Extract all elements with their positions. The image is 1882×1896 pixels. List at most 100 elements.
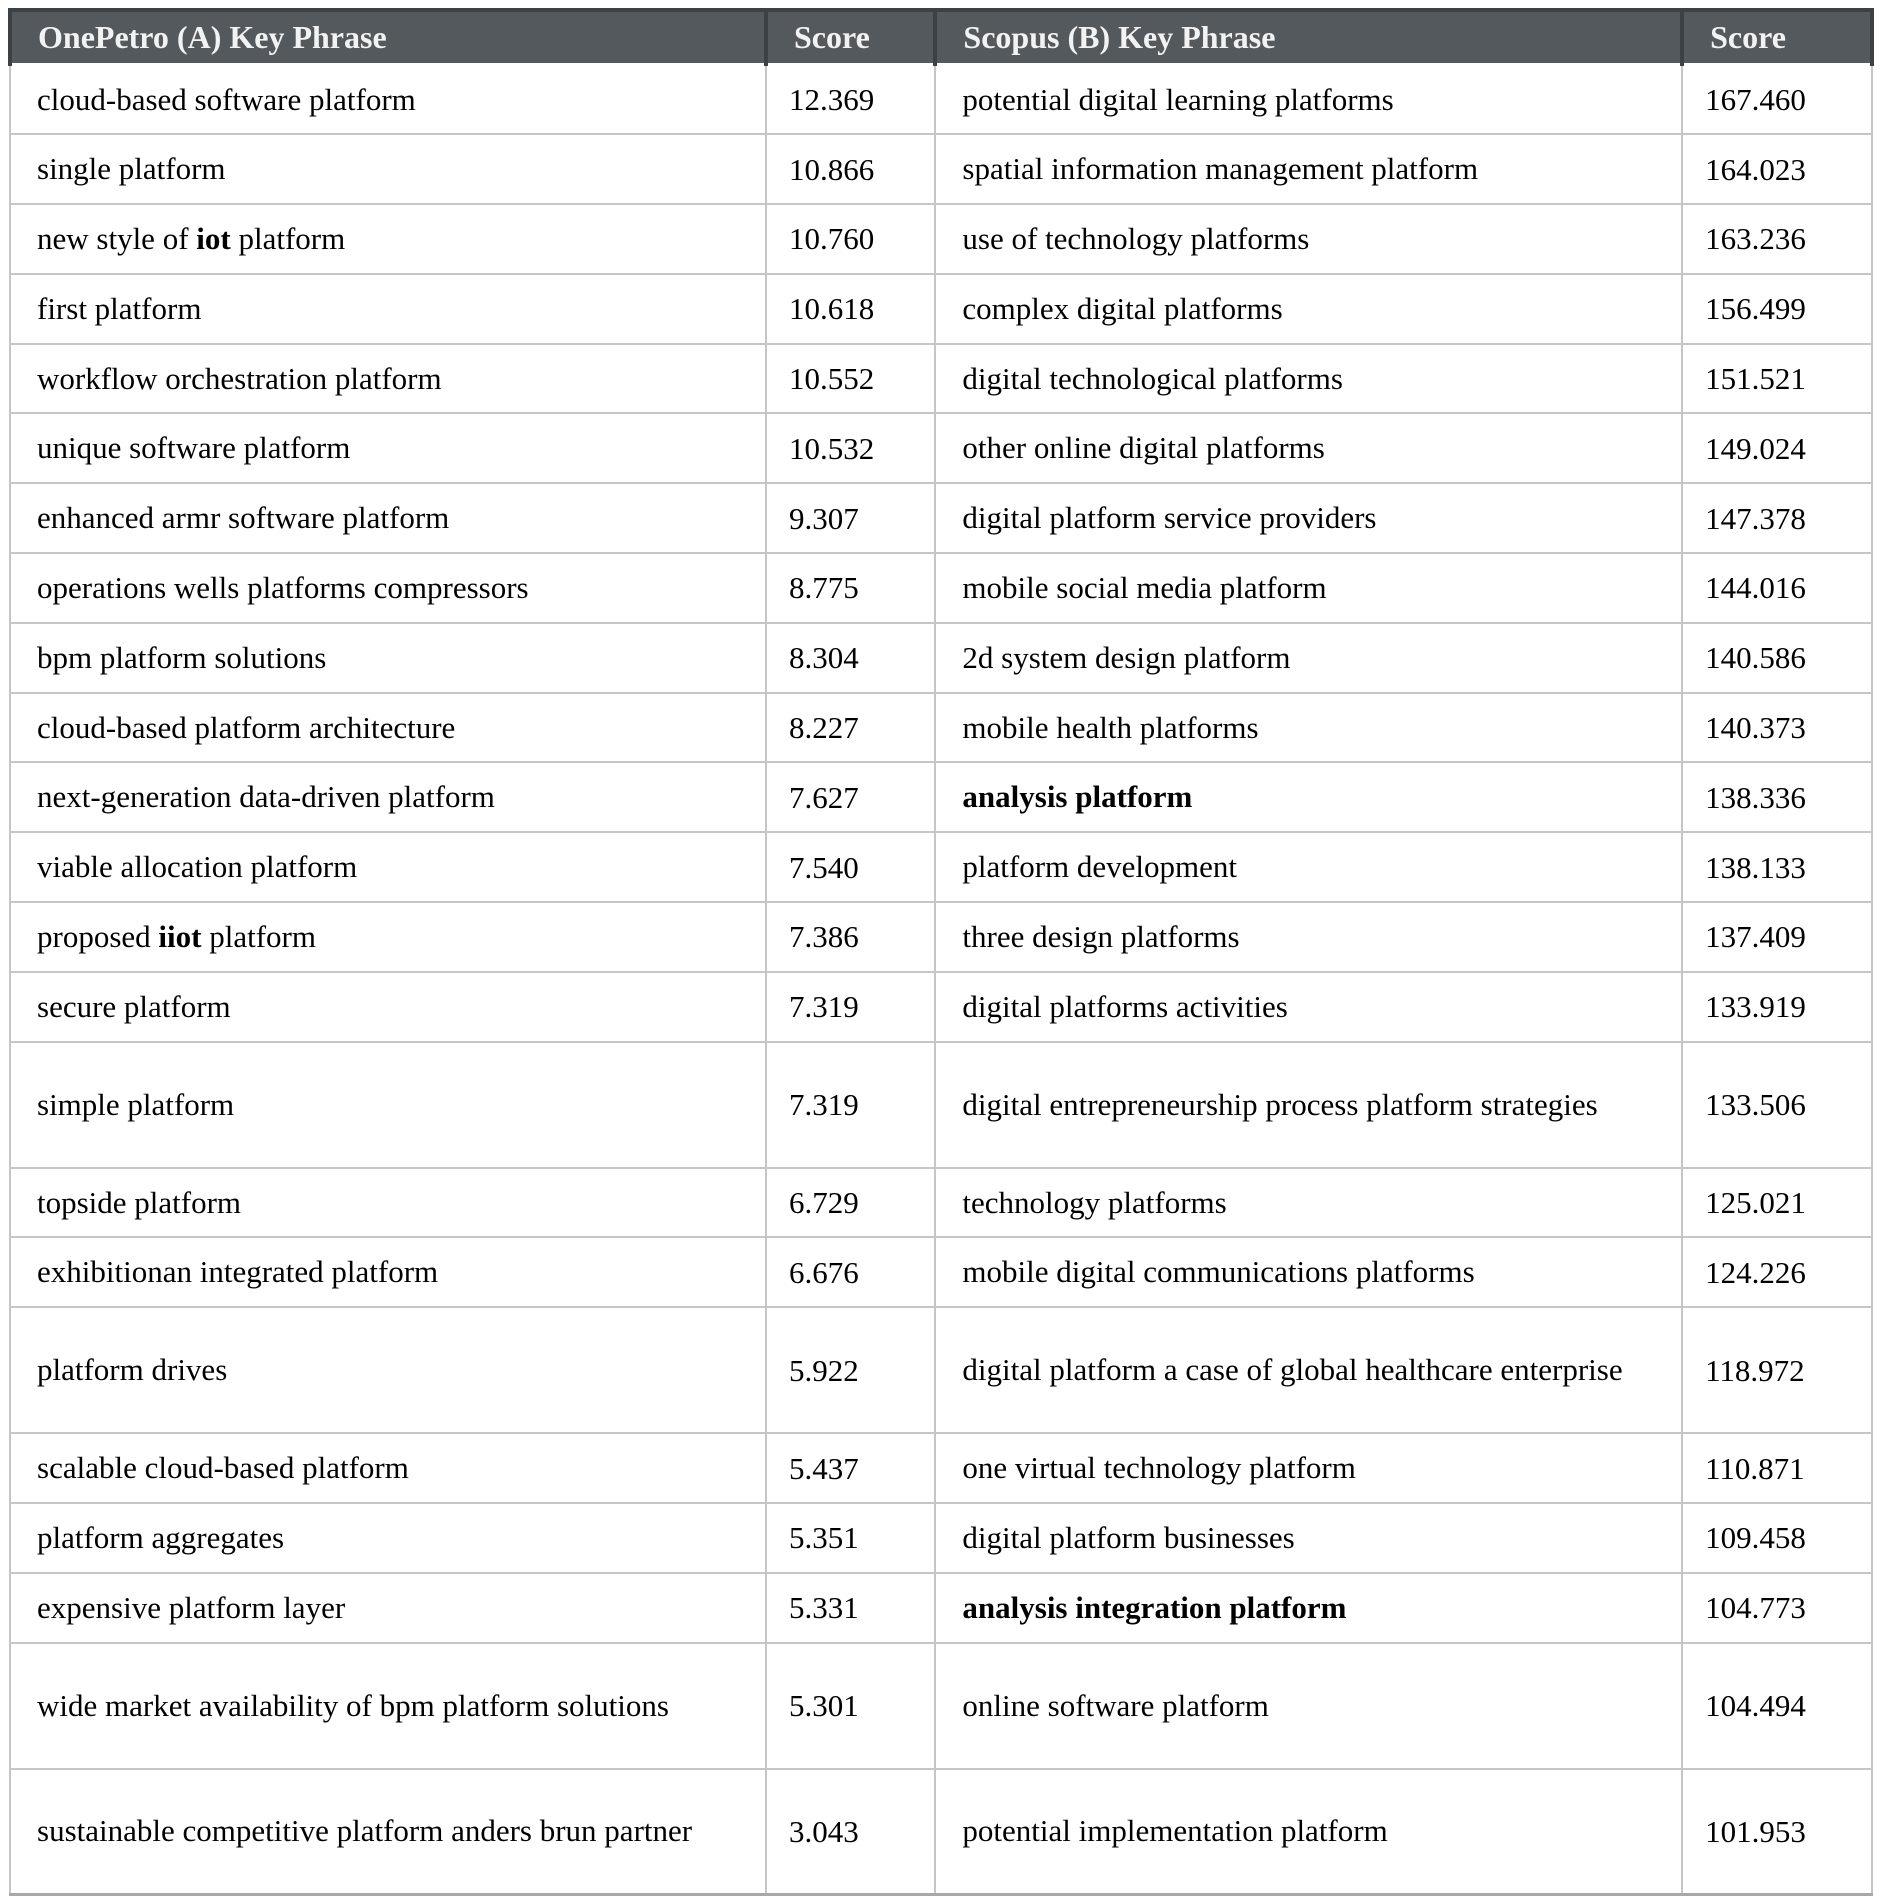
scopus-phrase-cell: three design platforms: [934, 901, 1684, 973]
onepetro-score-cell: 8.227: [764, 691, 937, 764]
onepetro-score-cell: 5.922: [764, 1306, 937, 1435]
onepetro-score-cell: 3.043: [764, 1767, 937, 1896]
onepetro-score-cell: 12.369: [764, 62, 937, 136]
scopus-phrase-cell: mobile health platforms: [934, 691, 1684, 764]
scopus-score-cell: 140.586: [1681, 621, 1873, 694]
onepetro-score-cell: 8.304: [764, 621, 937, 694]
scopus-phrase-cell: potential digital learning platforms: [934, 62, 1684, 136]
onepetro-phrase-cell: cloud-based software platform: [9, 62, 767, 136]
table-row: expensive platform layer 5.331 analysis in…: [9, 1571, 1873, 1644]
column-header-onepetro-score: Score: [763, 8, 938, 66]
table-row: platform drives 5.922 digital platform a c…: [9, 1306, 1873, 1435]
table-row: viable allocation platform 7.540 platform …: [9, 831, 1873, 904]
scopus-phrase-cell: potential implementation platform: [934, 1767, 1684, 1896]
scopus-score-cell: 133.919: [1681, 970, 1873, 1043]
onepetro-phrase-cell: expensive platform layer: [9, 1571, 767, 1644]
scopus-phrase-cell: analysis platform: [934, 761, 1684, 834]
onepetro-phrase-cell: workflow orchestration platform: [9, 342, 767, 415]
onepetro-score-cell: 7.319: [764, 1040, 937, 1169]
scopus-score-cell: 118.972: [1681, 1306, 1873, 1435]
table-row: scalable cloud-based platform 5.437 one vi…: [9, 1432, 1873, 1505]
onepetro-score-cell: 5.301: [764, 1641, 937, 1770]
column-header-onepetro-key-phrase: OnePetro (A) Key Phrase: [8, 8, 768, 66]
table-row: proposed iiot platform 7.386 three design …: [9, 901, 1873, 973]
scopus-score-cell: 151.521: [1681, 342, 1873, 415]
onepetro-phrase-cell: secure platform: [9, 970, 767, 1043]
scopus-score-cell: 140.373: [1681, 691, 1873, 764]
scopus-phrase-cell: complex digital platforms: [934, 272, 1684, 345]
scopus-phrase-cell: digital technological platforms: [934, 342, 1684, 415]
onepetro-phrase-cell: sustainable competitive platform anders …: [9, 1767, 767, 1896]
onepetro-score-cell: 6.729: [764, 1166, 937, 1239]
onepetro-score-cell: 7.627: [764, 761, 937, 834]
scopus-score-cell: 167.460: [1681, 62, 1873, 136]
onepetro-phrase-cell: topside platform: [9, 1166, 767, 1239]
table-row: wide market availability of bpm platform…: [9, 1641, 1873, 1770]
table-row: new style of iot platform 10.760 use of te…: [9, 203, 1873, 275]
onepetro-score-cell: 10.760: [764, 203, 937, 275]
scopus-score-cell: 124.226: [1681, 1236, 1873, 1309]
onepetro-phrase-cell: single platform: [9, 133, 767, 206]
table-body: cloud-based software platform 12.369 poten…: [9, 62, 1873, 1896]
scopus-score-cell: 104.773: [1681, 1571, 1873, 1644]
scopus-phrase-cell: digital platform businesses: [934, 1502, 1684, 1574]
scopus-phrase-cell: platform development: [934, 831, 1684, 904]
onepetro-phrase-cell: viable allocation platform: [9, 831, 767, 904]
onepetro-score-cell: 7.540: [764, 831, 937, 904]
scopus-score-cell: 101.953: [1681, 1767, 1873, 1896]
onepetro-phrase-cell: platform drives: [9, 1306, 767, 1435]
onepetro-phrase-cell: platform aggregates: [9, 1502, 767, 1574]
scopus-phrase-cell: mobile digital communications platforms: [934, 1236, 1684, 1309]
column-header-scopus-score: Score: [1680, 8, 1874, 66]
scopus-phrase-cell: use of technology platforms: [934, 203, 1684, 275]
scopus-phrase-cell: mobile social media platform: [934, 552, 1684, 624]
table-row: exhibitionan integrated platform 6.676 mob…: [9, 1236, 1873, 1309]
table-row: enhanced armr software platform 9.307 digi…: [9, 482, 1873, 555]
onepetro-phrase-cell: simple platform: [9, 1040, 767, 1169]
scopus-score-cell: 133.506: [1681, 1040, 1873, 1169]
scopus-score-cell: 137.409: [1681, 901, 1873, 973]
table-row: bpm platform solutions 8.304 2d system des…: [9, 621, 1873, 694]
onepetro-score-cell: 6.676: [764, 1236, 937, 1309]
scopus-phrase-cell: spatial information management platform: [934, 133, 1684, 206]
table-row: sustainable competitive platform anders …: [9, 1767, 1873, 1896]
scopus-score-cell: 104.494: [1681, 1641, 1873, 1770]
onepetro-phrase-cell: operations wells platforms compressors: [9, 552, 767, 624]
table-row: simple platform 7.319 digital entrepreneur…: [9, 1040, 1873, 1169]
column-header-scopus-key-phrase: Scopus (B) Key Phrase: [933, 8, 1685, 66]
onepetro-score-cell: 5.437: [764, 1432, 937, 1505]
scopus-phrase-cell: analysis integration platform: [934, 1571, 1684, 1644]
onepetro-phrase-cell: proposed iiot platform: [9, 901, 767, 973]
onepetro-phrase-cell: first platform: [9, 272, 767, 345]
onepetro-phrase-cell: scalable cloud-based platform: [9, 1432, 767, 1505]
scopus-score-cell: 147.378: [1681, 482, 1873, 555]
onepetro-score-cell: 10.866: [764, 133, 937, 206]
scopus-phrase-cell: digital platform service providers: [934, 482, 1684, 555]
scopus-phrase-cell: one virtual technology platform: [934, 1432, 1684, 1505]
scopus-score-cell: 156.499: [1681, 272, 1873, 345]
onepetro-phrase-cell: bpm platform solutions: [9, 621, 767, 694]
onepetro-score-cell: 7.319: [764, 970, 937, 1043]
scopus-score-cell: 164.023: [1681, 133, 1873, 206]
header-row: OnePetro (A) Key Phrase Score Scopus (B)…: [8, 8, 1874, 66]
scopus-phrase-cell: other online digital platforms: [934, 412, 1684, 485]
onepetro-phrase-cell: cloud-based platform architecture: [9, 691, 767, 764]
table-row: platform aggregates 5.351 digital platform…: [9, 1502, 1873, 1574]
table-row: cloud-based software platform 12.369 poten…: [9, 62, 1873, 136]
onepetro-score-cell: 10.618: [764, 272, 937, 345]
onepetro-phrase-cell: next-generation data-driven platform: [9, 761, 767, 834]
table-row: unique software platform 10.532 other onli…: [9, 412, 1873, 485]
scopus-score-cell: 125.021: [1681, 1166, 1873, 1239]
onepetro-phrase-cell: exhibitionan integrated platform: [9, 1236, 767, 1309]
scopus-score-cell: 138.336: [1681, 761, 1873, 834]
onepetro-phrase-cell: unique software platform: [9, 412, 767, 485]
scopus-score-cell: 138.133: [1681, 831, 1873, 904]
onepetro-score-cell: 5.351: [764, 1502, 937, 1574]
onepetro-score-cell: 5.331: [764, 1571, 937, 1644]
onepetro-phrase-cell: enhanced armr software platform: [9, 482, 767, 555]
scopus-score-cell: 109.458: [1681, 1502, 1873, 1574]
table-row: cloud-based platform architecture 8.227 mo…: [9, 691, 1873, 764]
table-row: first platform 10.618 complex digital plat…: [9, 272, 1873, 345]
table-row: single platform 10.866 spatial information…: [9, 133, 1873, 206]
table-row: next-generation data-driven platform 7.62…: [9, 761, 1873, 834]
